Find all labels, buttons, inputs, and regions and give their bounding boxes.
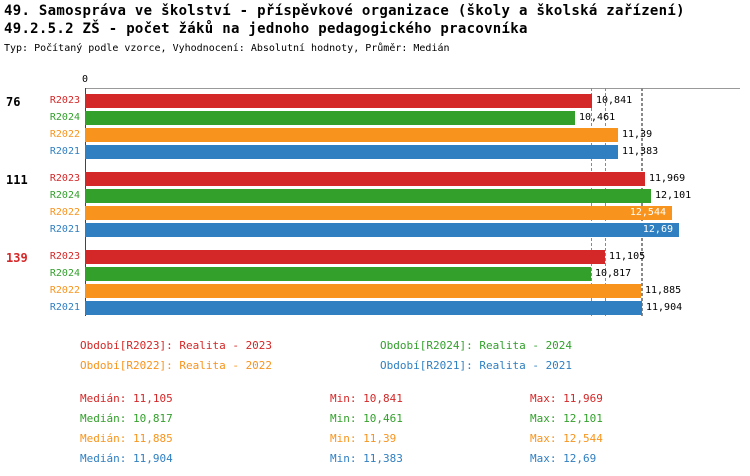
stats-table: Medián: 11,105 Min: 10,841 Max: 11,969 Medi… xyxy=(0,392,750,468)
chart-area: 0 76 R2023 10,841 R2024 10,461 R2022 11,39 R202… xyxy=(0,72,750,327)
group-label: 76 xyxy=(6,95,21,109)
legend-item-R2023: Období[R2023]: Realita - 2023 xyxy=(80,339,273,352)
group-label: 111 xyxy=(6,173,28,187)
value-label: 12,101 xyxy=(655,190,692,201)
series-label-R2021: R2021 xyxy=(49,302,80,313)
series-label-R2024: R2024 xyxy=(49,112,80,123)
stat-median-R2023: Medián: 11,105 xyxy=(80,392,173,405)
stat-min-R2021: Min: 11,383 xyxy=(330,452,403,465)
value-label: 11,885 xyxy=(645,285,682,296)
bar-R2023 xyxy=(85,172,645,186)
bar-R2024 xyxy=(85,189,651,203)
series-label-R2023: R2023 xyxy=(49,251,80,262)
value-label: 10,841 xyxy=(596,95,633,106)
value-label: 11,105 xyxy=(609,251,646,262)
series-label-R2022: R2022 xyxy=(49,207,80,218)
value-label: 10,461 xyxy=(579,112,616,123)
series-label-R2024: R2024 xyxy=(49,268,80,279)
bar-R2023 xyxy=(85,94,592,108)
group-label: 139 xyxy=(6,251,28,265)
legend-item-R2022: Období[R2022]: Realita - 2022 xyxy=(80,359,273,372)
chart-title: 49.2.5.2 ZŠ - počet žáků na jednoho peda… xyxy=(4,21,528,37)
stat-max-R2021: Max: 12,69 xyxy=(530,452,597,465)
stat-min-R2022: Min: 11,39 xyxy=(330,432,397,445)
page-title: 49. Samospráva ve školství - příspěvkové… xyxy=(4,3,685,19)
legend-item-R2024: Období[R2024]: Realita - 2024 xyxy=(380,339,573,352)
stat-max-R2022: Max: 12,544 xyxy=(530,432,603,445)
bar-R2021 xyxy=(85,145,618,159)
chart-subtitle: Typ: Počítaný podle vzorce, Vyhodnocení:… xyxy=(4,43,450,54)
value-label: 12,69 xyxy=(642,224,673,235)
value-label: 11,904 xyxy=(646,302,683,313)
series-label-R2022: R2022 xyxy=(49,285,80,296)
bar-R2022 xyxy=(85,284,641,298)
stat-median-R2021: Medián: 11,904 xyxy=(80,452,173,465)
bar-R2024 xyxy=(85,267,591,281)
x-axis-line xyxy=(85,88,740,89)
value-label: 11,383 xyxy=(622,146,659,157)
bar-R2022 xyxy=(85,206,672,220)
legend: Období[R2023]: Realita - 2023 Období[R202… xyxy=(0,339,750,375)
legend-item-R2021: Období[R2021]: Realita - 2021 xyxy=(380,359,573,372)
value-label: 10,817 xyxy=(595,268,632,279)
series-label-R2021: R2021 xyxy=(49,146,80,157)
stat-min-R2023: Min: 10,841 xyxy=(330,392,403,405)
stat-median-R2022: Medián: 11,885 xyxy=(80,432,173,445)
series-label-R2023: R2023 xyxy=(49,95,80,106)
axis-zero-label: 0 xyxy=(81,74,89,85)
bar-R2023 xyxy=(85,250,605,264)
stat-max-R2023: Max: 11,969 xyxy=(530,392,603,405)
bar-R2021 xyxy=(85,223,679,237)
stat-median-R2024: Medián: 10,817 xyxy=(80,412,173,425)
series-label-R2024: R2024 xyxy=(49,190,80,201)
series-label-R2023: R2023 xyxy=(49,173,80,184)
stat-min-R2024: Min: 10,461 xyxy=(330,412,403,425)
value-label: 11,969 xyxy=(649,173,686,184)
stat-max-R2024: Max: 12,101 xyxy=(530,412,603,425)
value-label: 11,39 xyxy=(622,129,653,140)
series-label-R2022: R2022 xyxy=(49,129,80,140)
bar-R2024 xyxy=(85,111,575,125)
series-label-R2021: R2021 xyxy=(49,224,80,235)
bar-R2021 xyxy=(85,301,642,315)
bar-R2022 xyxy=(85,128,618,142)
value-label: 12,544 xyxy=(629,207,666,218)
